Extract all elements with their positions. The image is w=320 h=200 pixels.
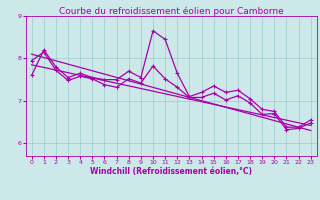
X-axis label: Windchill (Refroidissement éolien,°C): Windchill (Refroidissement éolien,°C) — [90, 167, 252, 176]
Title: Courbe du refroidissement éolien pour Camborne: Courbe du refroidissement éolien pour Ca… — [59, 6, 284, 16]
